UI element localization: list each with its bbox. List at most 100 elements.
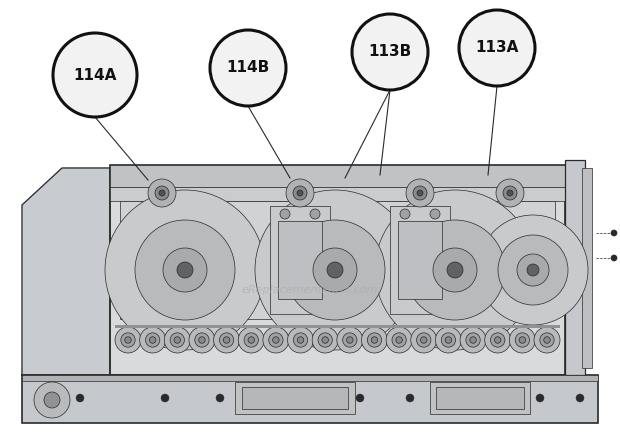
Circle shape [498,235,568,305]
Circle shape [371,337,378,343]
Bar [22,375,598,381]
Circle shape [53,33,137,117]
Circle shape [161,394,169,402]
Circle shape [405,220,505,320]
Circle shape [297,190,303,196]
Bar [390,206,450,314]
Text: 114A: 114A [73,67,117,83]
Circle shape [611,255,617,261]
Text: eReplacementParts.com: eReplacementParts.com [242,285,378,295]
Bar [430,382,530,414]
Bar [110,165,565,375]
Circle shape [406,394,414,402]
Circle shape [149,337,156,343]
Circle shape [420,337,427,343]
Bar [270,206,330,314]
Circle shape [478,215,588,325]
Circle shape [352,14,428,90]
Circle shape [611,230,617,236]
Circle shape [430,209,440,219]
Circle shape [544,337,551,343]
Bar [398,221,442,299]
Circle shape [517,254,549,286]
Circle shape [135,220,235,320]
Circle shape [527,264,539,276]
Circle shape [263,327,289,353]
Circle shape [534,327,560,353]
Bar [110,187,565,201]
Circle shape [447,262,463,278]
Circle shape [44,392,60,408]
Circle shape [163,248,207,292]
Circle shape [515,333,529,347]
Circle shape [386,327,412,353]
Circle shape [503,186,517,200]
Circle shape [435,327,461,353]
Circle shape [177,262,193,278]
Circle shape [293,186,307,200]
Circle shape [496,179,524,207]
Bar [565,160,585,375]
Circle shape [519,337,526,343]
Bar [120,201,555,319]
Bar [22,375,598,423]
Circle shape [417,333,431,347]
Circle shape [285,220,385,320]
Circle shape [327,262,343,278]
Circle shape [223,337,230,343]
Circle shape [485,327,511,353]
Circle shape [445,337,451,343]
Circle shape [255,190,415,350]
Circle shape [459,10,535,86]
Circle shape [411,327,436,353]
Circle shape [140,327,166,353]
Circle shape [396,337,402,343]
Circle shape [121,333,135,347]
Circle shape [76,394,84,402]
Circle shape [490,333,505,347]
Circle shape [433,248,477,292]
Circle shape [170,333,184,347]
Circle shape [288,327,314,353]
Circle shape [312,327,338,353]
Circle shape [322,337,329,343]
Circle shape [216,394,224,402]
Circle shape [367,333,382,347]
Circle shape [198,337,205,343]
Circle shape [268,333,283,347]
Circle shape [495,337,501,343]
Circle shape [146,333,160,347]
Circle shape [148,179,176,207]
Text: 113A: 113A [476,41,519,55]
Circle shape [105,190,265,350]
Bar [115,325,560,328]
Circle shape [248,337,254,343]
Circle shape [441,333,456,347]
Text: 114B: 114B [226,61,270,75]
Circle shape [280,209,290,219]
Circle shape [343,333,357,347]
Circle shape [375,190,535,350]
Circle shape [213,327,239,353]
Circle shape [460,327,486,353]
Circle shape [540,333,554,347]
Bar [278,221,322,299]
Circle shape [210,30,286,106]
Circle shape [273,337,279,343]
Circle shape [313,248,357,292]
Circle shape [189,327,215,353]
Bar [110,165,565,187]
Polygon shape [22,168,110,375]
Bar [242,387,348,409]
Circle shape [392,333,406,347]
Circle shape [400,209,410,219]
Circle shape [115,327,141,353]
Circle shape [219,333,234,347]
Circle shape [510,327,535,353]
Circle shape [356,394,364,402]
Circle shape [293,333,308,347]
Circle shape [576,394,584,402]
Circle shape [244,333,259,347]
Circle shape [347,337,353,343]
Circle shape [470,337,476,343]
